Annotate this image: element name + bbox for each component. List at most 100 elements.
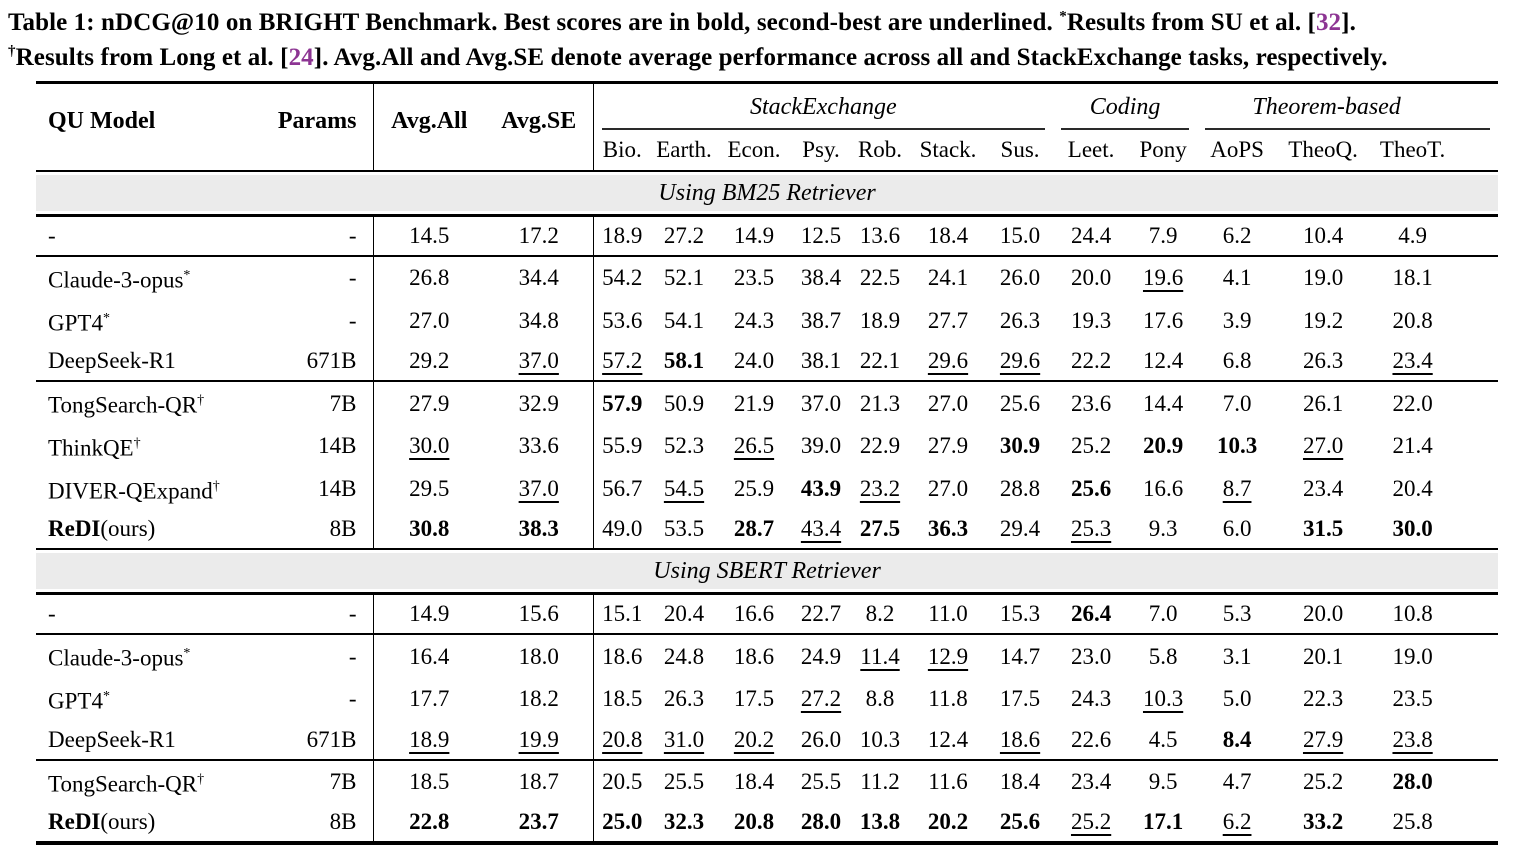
col-header-psy: Psy.: [791, 130, 851, 172]
footnote-marker: †: [197, 393, 205, 409]
score-cell: 11.2: [851, 758, 909, 804]
score-cell: 54.1: [651, 300, 717, 343]
score-value: 19.3: [1070, 307, 1112, 333]
score-best: 23.7: [518, 809, 559, 835]
section-title: Using SBERT Retriever: [36, 553, 1499, 590]
score-value: 17.5: [999, 686, 1041, 712]
col-header-econ: Econ.: [717, 130, 791, 172]
score-cell: 8.4: [1197, 721, 1277, 760]
score-cell: 38.3: [485, 510, 594, 550]
params-cell: 8B: [261, 510, 374, 550]
score-cell: 23.6: [1053, 380, 1130, 425]
score-cell: 22.1: [851, 342, 909, 381]
score-cell: 29.6: [987, 342, 1053, 381]
score-cell: 8.7: [1197, 468, 1277, 511]
params-cell: 14B: [261, 424, 374, 468]
score-cell: 27.0: [373, 300, 485, 343]
score-cell: 26.3: [1277, 342, 1369, 381]
score-cell: 18.9: [373, 721, 485, 760]
score-cell: 25.2: [1053, 425, 1129, 468]
col-header-theoq: TheoQ.: [1277, 130, 1370, 172]
score-cell: 25.0: [593, 803, 651, 843]
score-cell: 20.8: [1369, 300, 1498, 343]
score-cell: 16.6: [717, 594, 791, 635]
score-cell: 54.2: [593, 255, 651, 300]
score-value: 54.1: [663, 307, 705, 333]
citation-link[interactable]: 32: [1315, 9, 1342, 36]
score-cell: 7.9: [1129, 216, 1197, 257]
footnote-marker: *: [1059, 8, 1067, 25]
score-cell: 34.8: [485, 299, 594, 343]
caption-line: †Results from Long et al. [24]. Avg.All …: [8, 40, 1526, 75]
score-value: 26.3: [999, 307, 1041, 333]
score-cell: 19.2: [1277, 300, 1369, 343]
score-value: 14.5: [409, 223, 450, 248]
score-value: 27.0: [409, 307, 450, 333]
score-cell: 25.9: [717, 468, 791, 511]
score-cell: 23.4: [1369, 342, 1498, 381]
score-cell: 22.6: [1053, 721, 1129, 760]
score-value: 25.5: [800, 768, 842, 794]
score-cell: 28.8: [987, 468, 1053, 511]
score-value: 22.6: [1070, 726, 1112, 752]
score-cell: 31.0: [651, 721, 717, 760]
col-group-coding: Coding: [1053, 83, 1197, 130]
score-cell: 27.0: [909, 380, 987, 425]
score-value: 20.0: [1070, 265, 1112, 291]
score-cell: 20.9: [1129, 425, 1197, 468]
score-cell: 23.5: [1369, 678, 1498, 721]
score-cell: 53.5: [651, 510, 717, 549]
score-value: 55.9: [602, 433, 643, 459]
model-name: ReDI: [48, 516, 101, 542]
score-value: 25.5: [663, 768, 705, 794]
score-cell: 37.0: [485, 342, 594, 382]
score-cell: 20.5: [593, 758, 651, 804]
score-value: 21.4: [1392, 433, 1433, 459]
score-value: 18.5: [409, 768, 450, 794]
score-value: 6.0: [1222, 516, 1252, 542]
results-table: QU Model Params Avg.All Avg.SE StackExch…: [36, 81, 1499, 845]
score-value: 18.4: [927, 223, 969, 248]
score-cell: 57.9: [593, 380, 651, 425]
section-band: Using BM25 Retriever: [36, 170, 1499, 217]
score-value: 5.0: [1222, 686, 1252, 712]
score-cell: 24.3: [717, 300, 791, 343]
caption-text: ].: [1341, 9, 1356, 36]
score-cell: 18.5: [373, 758, 485, 804]
score-cell: 17.2: [485, 215, 594, 256]
score-value: 25.6: [999, 390, 1041, 416]
score-cell: 5.3: [1197, 594, 1277, 635]
score-value: 23.4: [1070, 768, 1112, 794]
score-value: 56.7: [602, 475, 643, 501]
model-name: ThinkQE: [48, 435, 134, 461]
score-cell: 22.9: [851, 425, 909, 468]
score-cell: 53.6: [593, 300, 651, 343]
score-cell: 27.2: [651, 216, 717, 257]
score-value: 34.8: [518, 307, 559, 333]
params-cell: 8B: [261, 803, 374, 844]
score-cell: 38.4: [791, 255, 851, 300]
model-cell: GPT4*: [36, 678, 261, 721]
score-second-best: 20.8: [602, 726, 643, 752]
score-cell: 39.0: [791, 425, 851, 468]
model-name: GPT4: [48, 310, 103, 336]
score-value: 17.5: [733, 686, 775, 712]
score-cell: 26.1: [1277, 380, 1370, 425]
footnote-marker: *: [102, 310, 110, 326]
col-header-model: QU Model: [48, 107, 156, 134]
score-best: 20.9: [1142, 433, 1184, 459]
score-cell: 25.3: [1053, 510, 1129, 549]
score-cell: 30.0: [373, 425, 485, 468]
score-value: 20.4: [663, 601, 705, 627]
score-cell: 5.0: [1197, 678, 1277, 721]
citation-link[interactable]: 24: [288, 44, 314, 71]
score-cell: 14.9: [373, 594, 485, 635]
score-cell: 4.5: [1129, 721, 1197, 760]
score-cell: 11.0: [909, 594, 987, 635]
caption-text: Results from Long et al. [: [15, 44, 289, 71]
score-cell: 20.0: [1053, 255, 1130, 300]
score-value: 29.5: [409, 475, 450, 501]
score-cell: 26.4: [1053, 594, 1129, 635]
score-value: 53.6: [602, 307, 643, 333]
score-cell: 26.8: [373, 255, 485, 300]
